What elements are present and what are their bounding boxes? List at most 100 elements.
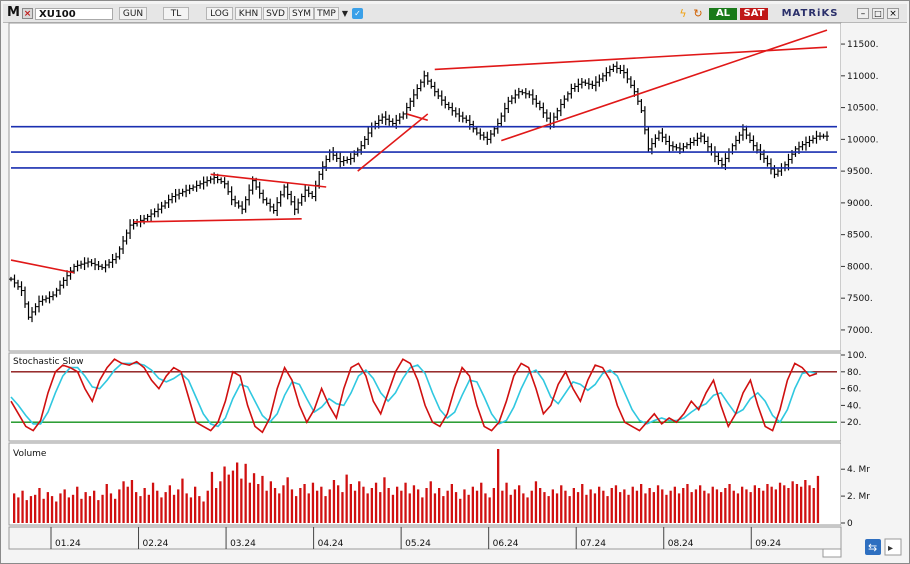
volume-bar	[391, 494, 395, 523]
window-close-icon[interactable]: ×	[887, 8, 899, 19]
volume-bar	[429, 481, 432, 523]
volume-bar	[236, 462, 239, 523]
x-axis-tick-label: 08.24	[668, 539, 694, 549]
volume-bar	[160, 497, 163, 523]
volume-bar	[816, 475, 820, 523]
volume-bar	[34, 494, 37, 523]
log-button[interactable]: LOG	[206, 7, 233, 20]
refresh-icon[interactable]: ↻	[693, 7, 703, 20]
volume-bar	[497, 449, 500, 523]
dropdown-arrow-icon[interactable]: ▼	[341, 9, 349, 18]
currency-button[interactable]: TL	[163, 7, 189, 20]
close-icon[interactable]: ×	[22, 8, 33, 19]
period-button[interactable]: GUN	[119, 7, 147, 20]
settings-widget-icon[interactable]	[865, 539, 881, 555]
volume-bar	[21, 490, 24, 523]
volume-bar	[501, 490, 504, 523]
volume-bar	[724, 488, 727, 523]
volume-bar	[778, 482, 782, 523]
sell-button[interactable]: SAT	[740, 8, 768, 20]
volume-bar	[17, 497, 20, 523]
volume-bar	[353, 490, 357, 523]
volume-bar	[454, 492, 458, 523]
volume-bar	[240, 478, 243, 523]
volume-bar	[80, 498, 83, 523]
lightning-icon[interactable]: ϟ	[679, 7, 687, 20]
price-panel[interactable]	[8, 22, 842, 352]
volume-bar	[341, 492, 344, 523]
price-y-tick-label: 7000.	[847, 326, 873, 336]
volume-bar	[198, 496, 201, 523]
volume-bar	[328, 489, 331, 523]
volume-bar	[610, 488, 613, 523]
volume-bar	[25, 500, 28, 523]
trend-line	[133, 217, 302, 223]
maximize-icon[interactable]: □	[872, 8, 884, 19]
volume-bar	[396, 486, 399, 523]
volume-bar	[475, 490, 479, 523]
volume-bar	[770, 486, 773, 523]
volume-bar	[71, 494, 75, 523]
volume-bar	[543, 492, 546, 523]
khn-button[interactable]: KHN	[235, 7, 262, 20]
volume-bar	[686, 484, 689, 523]
scroll-end-icon[interactable]	[884, 538, 902, 556]
volume-bar	[29, 496, 33, 523]
volume-bar	[412, 485, 416, 523]
volume-bar	[753, 485, 756, 523]
volume-bar	[151, 482, 155, 523]
volume-bar	[572, 488, 575, 523]
volume-bar	[358, 481, 361, 523]
volume-bar	[669, 490, 672, 523]
stochastic-y-axis: 100. 80. 60. 40. 20.	[841, 351, 867, 428]
volume-bar	[480, 482, 483, 523]
volume-bar	[715, 489, 719, 523]
twitter-icon[interactable]: ✓	[352, 8, 363, 19]
volume-plot	[13, 449, 820, 523]
x-axis-tick-label: 07.24	[580, 539, 606, 549]
volume-bar	[324, 496, 327, 523]
volume-bar	[84, 492, 87, 523]
volume-bar	[206, 490, 209, 523]
volume-bar	[290, 489, 294, 523]
volume-bar	[513, 489, 517, 523]
sym-button[interactable]: SYM	[289, 7, 314, 20]
volume-bar	[252, 473, 256, 523]
volume-bar	[210, 471, 214, 523]
tmp-button[interactable]: TMP	[314, 7, 339, 20]
buy-button[interactable]: AL	[709, 8, 737, 20]
volume-bar	[282, 485, 285, 523]
price-y-tick-label: 9000.	[847, 199, 873, 209]
volume-bar	[370, 488, 373, 523]
volume-bar	[189, 497, 193, 523]
volume-bar	[13, 493, 16, 523]
settings-widget-glyph: ⇆	[868, 541, 877, 554]
volume-panel[interactable]	[8, 442, 842, 526]
price-y-axis: 11500. 11000. 10500. 10000. 9500. 9000. 8500. 8…	[841, 40, 879, 336]
volume-bar	[673, 486, 676, 523]
price-y-tick-label: 10500.	[847, 104, 879, 114]
volume-bar	[509, 494, 512, 523]
volume-bar	[804, 480, 807, 523]
volume-bar	[307, 493, 310, 523]
volume-bar	[219, 481, 222, 523]
svd-button[interactable]: SVD	[263, 7, 288, 20]
volume-bar	[619, 492, 622, 523]
volume-title: Volume	[13, 449, 47, 459]
volume-bar	[757, 488, 761, 523]
volume-bar	[488, 497, 491, 523]
volume-bar	[812, 488, 815, 523]
volume-bar	[707, 493, 710, 523]
volume-bar	[194, 486, 197, 523]
x-axis-tick-label: 06.24	[493, 539, 519, 549]
x-axis-tick-label: 09.24	[755, 539, 781, 549]
volume-bar	[379, 492, 382, 523]
symbol-field[interactable]: XU100	[35, 8, 113, 20]
horizontal-scrollbar[interactable]	[822, 548, 842, 558]
volume-bar	[223, 466, 226, 523]
volume-bar	[374, 482, 378, 523]
stochastic-panel[interactable]	[8, 352, 842, 442]
minimize-icon[interactable]: –	[857, 8, 869, 19]
